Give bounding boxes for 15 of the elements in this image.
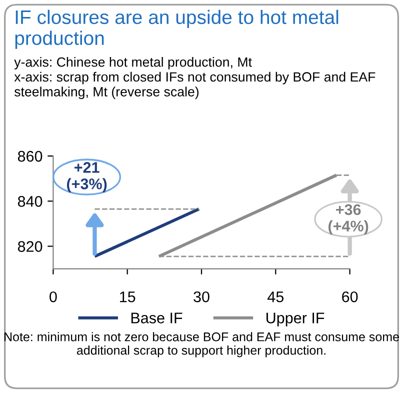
text: Note: minimum is not zero because BOF and EAF must consume some additional scrap to support higher production.	[4, 332, 399, 358]
y-tick-label: 820	[18, 241, 42, 252]
legend-label: Base IF	[131, 312, 182, 324]
chart-subtitle: y-axis: Chinese hot metal production, Mt x-axis: scrap from closed IFs not consumed by BOF and EAF steelmaking, Mt (reverse scale)	[14, 56, 376, 100]
legend-label: Upper IF	[266, 312, 324, 326]
x-tick-label: 45	[268, 292, 284, 302]
annotation: +36 (+4%)	[328, 204, 368, 235]
y-tick-label: 840	[18, 196, 42, 207]
x-tick-label: 60	[342, 291, 358, 302]
x-tick-label: 15	[120, 292, 136, 302]
y-tick-label: 860	[18, 150, 42, 162]
x-tick-label: 0	[50, 291, 57, 302]
chart-title: IF closures are an upside to hot metal production	[15, 10, 338, 49]
annotation: +21 (+3%)	[66, 162, 107, 192]
x-tick-label: 30	[194, 291, 210, 302]
